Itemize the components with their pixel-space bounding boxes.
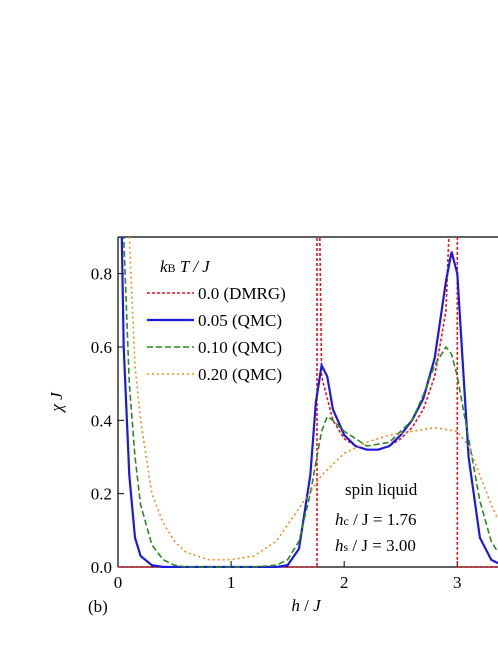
annotation-part: h: [335, 510, 344, 529]
x-axis-label-part: /: [300, 596, 313, 615]
series-line: [120, 237, 498, 568]
y-tick-label: 0.0: [91, 558, 112, 577]
panel-label: (b): [88, 597, 108, 616]
legend-label: 0.0 (DMRG): [198, 284, 286, 303]
annotation-part: s: [344, 540, 349, 554]
y-tick-label: 0.2: [91, 485, 112, 504]
annotation-part: h: [335, 536, 344, 555]
annotation-part: / J = 3.00: [348, 536, 416, 555]
plot-area: [118, 237, 498, 568]
x-tick-label: 1: [227, 573, 236, 592]
legend-label: 0.10 (QMC): [198, 338, 282, 357]
series-line: [128, 237, 498, 561]
legend-title-part: T / J: [176, 257, 212, 276]
legend-title-part: k: [160, 257, 168, 276]
x-axis-label-part: J: [313, 596, 322, 615]
legend-title: kB T / J: [160, 257, 211, 276]
y-tick-label: 0.4: [91, 411, 113, 430]
annotation: hc / J = 1.76: [335, 510, 417, 529]
legend-title-part: B: [168, 261, 176, 275]
legend-label: 0.05 (QMC): [198, 311, 282, 330]
annotation-part: c: [344, 514, 349, 528]
y-axis-label: χ J: [47, 391, 66, 414]
legend-label: 0.20 (QMC): [198, 365, 282, 384]
series-line: [122, 237, 498, 568]
x-tick-label: 0: [114, 573, 123, 592]
x-tick-label: 3: [453, 573, 462, 592]
y-axis-label-part: J: [47, 391, 66, 404]
x-tick-label: 2: [340, 573, 349, 592]
y-tick-label: 0.8: [91, 265, 112, 284]
y-tick-label: 0.6: [91, 338, 112, 357]
annotation: hs / J = 3.00: [335, 536, 416, 555]
y-axis-label-part: χ: [47, 404, 66, 414]
annotation-part: / J = 1.76: [349, 510, 417, 529]
x-axis-label: h / J: [291, 596, 322, 615]
x-axis-label-part: h: [291, 596, 300, 615]
annotation: spin liquid: [345, 480, 418, 499]
